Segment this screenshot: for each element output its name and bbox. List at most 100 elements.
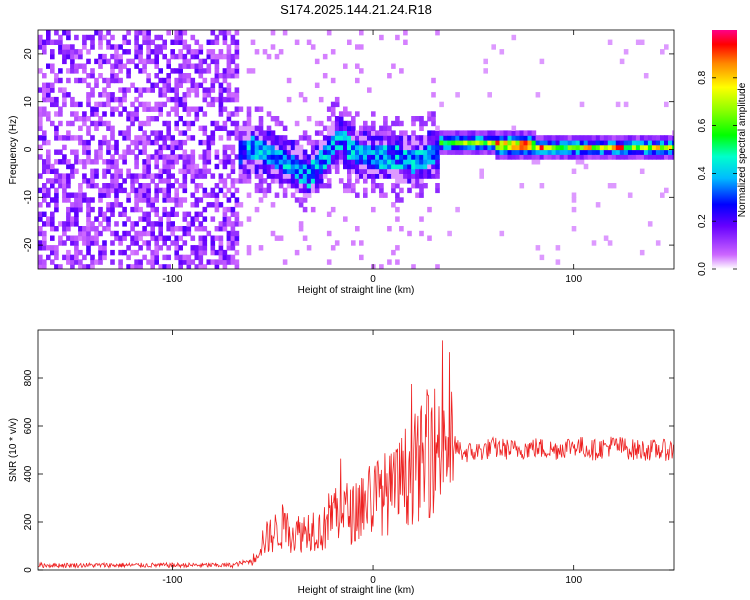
heatmap-cell — [122, 49, 127, 55]
heatmap-cell — [668, 135, 673, 141]
heatmap-cell — [210, 202, 216, 208]
heatmap-cell — [42, 240, 47, 246]
heatmap-cell — [174, 101, 179, 108]
heatmap-cell — [330, 149, 336, 155]
heatmap-cell — [294, 249, 300, 256]
heatmap-cell — [491, 135, 496, 141]
heatmap-cell — [90, 73, 95, 79]
heatmap-cell — [190, 154, 196, 160]
heatmap-cell — [198, 168, 204, 174]
heatmap-cell — [86, 125, 91, 131]
heatmap-cell — [142, 63, 147, 69]
heatmap-cell — [290, 163, 296, 170]
heatmap-cell — [487, 144, 492, 151]
heatmap-cell — [326, 259, 332, 265]
heatmap-cell — [375, 130, 380, 136]
heatmap-cell — [367, 87, 372, 93]
heatmap-cell — [194, 264, 200, 269]
heatmap-cell — [387, 173, 392, 179]
heatmap-cell — [206, 92, 212, 98]
heatmap-cell — [246, 125, 252, 131]
heatmap-cell — [146, 168, 151, 174]
heatmap-cell — [158, 111, 163, 117]
heatmap-cell — [250, 144, 256, 151]
heatmap-cell — [391, 187, 396, 194]
heatmap-cell — [118, 249, 123, 256]
heatmap-cell — [355, 77, 360, 84]
heatmap-cell — [58, 39, 63, 45]
heatmap-cell — [126, 192, 131, 198]
heatmap-cell — [118, 111, 123, 117]
heatmap-cell — [86, 159, 91, 165]
heatmap-cell — [62, 135, 67, 141]
heatmap-cell — [214, 249, 220, 256]
heatmap-cell — [427, 111, 432, 117]
heatmap-cell — [543, 154, 549, 160]
heatmap-cell — [615, 154, 621, 160]
heatmap-cell — [222, 30, 228, 36]
heatmap-cell — [190, 216, 196, 222]
heatmap-cell — [38, 154, 43, 160]
heatmap-cell — [46, 192, 51, 198]
heatmap-cell — [258, 149, 264, 155]
heatmap-cell — [647, 144, 653, 151]
heatmap-cell — [158, 230, 163, 237]
heatmap-cell — [668, 139, 673, 146]
heatmap-cell — [643, 144, 649, 151]
heatmap-cell — [206, 259, 212, 265]
heatmap-cell — [102, 159, 107, 165]
heatmap-cell — [86, 221, 91, 227]
heatmap-cell — [475, 149, 480, 155]
snr-x-tick-label: 0 — [370, 575, 376, 586]
heatmap-cell — [258, 120, 264, 127]
heatmap-cell — [519, 130, 525, 136]
heatmap-cell — [154, 163, 159, 170]
heatmap-cell — [106, 221, 111, 227]
heatmap-cell — [607, 144, 613, 151]
heatmap-cell — [511, 144, 517, 151]
heatmap-cell — [142, 159, 147, 165]
heatmap-cell — [94, 173, 99, 179]
heatmap-cell — [294, 187, 300, 194]
heatmap-cell — [106, 187, 111, 194]
heatmap-cell — [98, 139, 103, 146]
heatmap-cell — [118, 202, 123, 208]
heatmap-cell — [218, 245, 224, 251]
heatmap-cell — [407, 163, 412, 170]
heatmap-cell — [114, 168, 119, 174]
heatmap-cell — [54, 96, 59, 103]
heatmap-cell — [134, 116, 139, 122]
heatmap-cell — [218, 106, 224, 112]
heatmap-cell — [82, 173, 87, 179]
heatmap-cell — [250, 159, 256, 165]
heatmap-cell — [351, 159, 356, 165]
heatmap-cell — [82, 39, 87, 45]
heatmap-cell — [122, 230, 127, 237]
heatmap-cell — [411, 144, 416, 151]
heatmap-cell — [42, 183, 47, 189]
heatmap-cell — [431, 116, 436, 122]
heatmap-cell — [174, 249, 179, 256]
heatmap-cell — [258, 168, 264, 174]
heatmap-cell — [399, 187, 404, 194]
heatmap-cell — [298, 163, 304, 170]
heatmap-cell — [326, 106, 332, 112]
heatmap-cell — [338, 130, 344, 136]
heatmap-cell — [202, 168, 208, 174]
heatmap-cell — [54, 254, 59, 261]
heatmap-cell — [162, 44, 167, 50]
heatmap-cell — [258, 183, 264, 189]
heatmap-cell — [202, 235, 208, 241]
heatmap-cell — [186, 154, 192, 160]
heatmap-cell — [98, 34, 103, 41]
heatmap-cell — [166, 130, 171, 136]
heatmap-cell — [591, 154, 597, 160]
heatmap-cell — [583, 144, 589, 151]
heatmap-cell — [70, 206, 75, 213]
heatmap-cell — [154, 53, 159, 60]
spectrogram-cells — [38, 30, 674, 269]
heatmap-cell — [230, 254, 236, 261]
heatmap-cell — [194, 68, 200, 74]
heatmap-cell — [198, 249, 204, 256]
heatmap-cell — [314, 159, 320, 165]
